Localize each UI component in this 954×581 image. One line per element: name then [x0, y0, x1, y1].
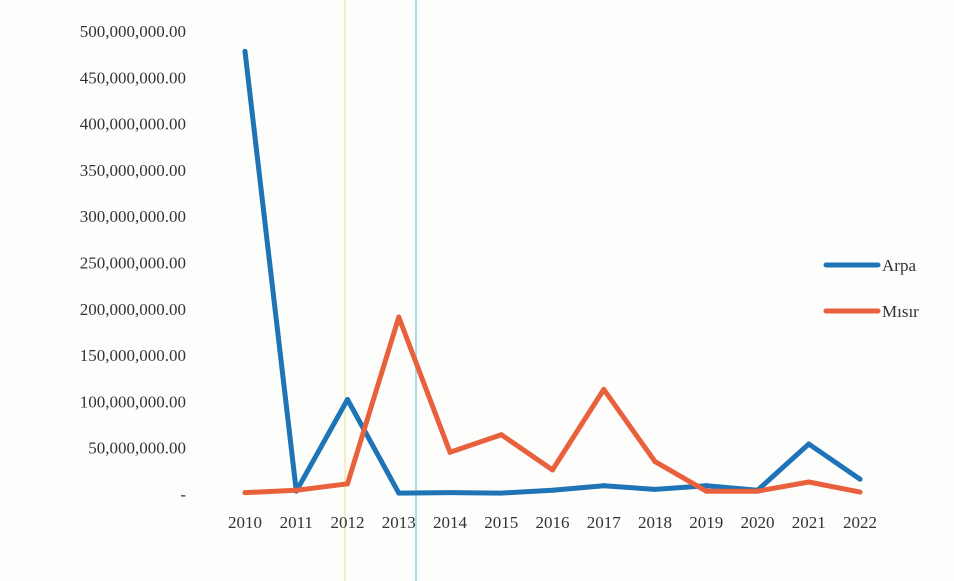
- y-axis: - 50,000,000.00 100,000,000.00 150,000,000.…: [80, 22, 187, 504]
- y-tick-label: 200,000,000.00: [80, 300, 186, 319]
- x-tick-label: 2014: [433, 513, 468, 532]
- data-point: [601, 483, 607, 489]
- data-point: [550, 487, 555, 493]
- y-tick-label: 400,000,000.00: [80, 115, 186, 134]
- x-tick-label: 2018: [638, 513, 672, 532]
- y-tick-label: 100,000,000.00: [80, 392, 186, 411]
- data-point: [242, 48, 248, 54]
- x-tick-label: 2016: [536, 513, 570, 532]
- y-tick-label: 450,000,000.00: [80, 68, 186, 87]
- y-tick-label: -: [180, 485, 186, 504]
- data-point: [857, 489, 863, 495]
- data-point: [652, 486, 658, 492]
- x-tick-label: 2021: [792, 513, 826, 532]
- data-point: [806, 441, 812, 447]
- data-point: [345, 397, 350, 403]
- data-point: [601, 386, 607, 392]
- x-tick-label: 2019: [689, 513, 723, 532]
- data-point: [242, 490, 248, 496]
- x-tick-label: 2020: [741, 513, 775, 532]
- y-tick-label: 50,000,000.00: [88, 439, 186, 458]
- data-point: [806, 479, 812, 485]
- data-point: [396, 314, 402, 320]
- series-line-misir: [242, 314, 863, 496]
- data-point: [703, 483, 709, 489]
- data-point: [550, 467, 555, 473]
- data-point: [498, 490, 504, 496]
- data-point: [857, 476, 863, 482]
- data-point: [447, 449, 453, 455]
- data-point: [652, 459, 658, 465]
- x-axis: 2010 2011 2012 2013 2014 2015 2016 2017 2018 2019…: [228, 513, 877, 532]
- x-tick-label: 2010: [228, 513, 262, 532]
- y-tick-label: 300,000,000.00: [80, 207, 186, 226]
- y-tick-label: 350,000,000.00: [80, 161, 186, 180]
- data-point: [447, 490, 453, 496]
- y-tick-label: 250,000,000.00: [80, 254, 186, 273]
- x-tick-label: 2015: [484, 513, 518, 532]
- y-tick-label: 500,000,000.00: [80, 22, 186, 41]
- series-lines: [242, 48, 863, 496]
- legend-label: Mısır: [882, 302, 919, 321]
- legend-label: Arpa: [882, 256, 916, 275]
- x-tick-label: 2011: [280, 513, 313, 532]
- legend: Arpa Mısır: [823, 256, 919, 321]
- series-line-arpa: [242, 48, 863, 496]
- x-tick-label: 2022: [843, 513, 877, 532]
- x-tick-label: 2013: [382, 513, 416, 532]
- data-point: [755, 488, 760, 494]
- data-point: [396, 490, 402, 496]
- x-tick-label: 2017: [587, 513, 622, 532]
- data-point: [703, 488, 709, 494]
- x-tick-label: 2012: [331, 513, 365, 532]
- data-point: [345, 481, 350, 487]
- data-point: [498, 432, 504, 438]
- y-tick-label: 150,000,000.00: [80, 346, 186, 365]
- data-point: [293, 487, 299, 493]
